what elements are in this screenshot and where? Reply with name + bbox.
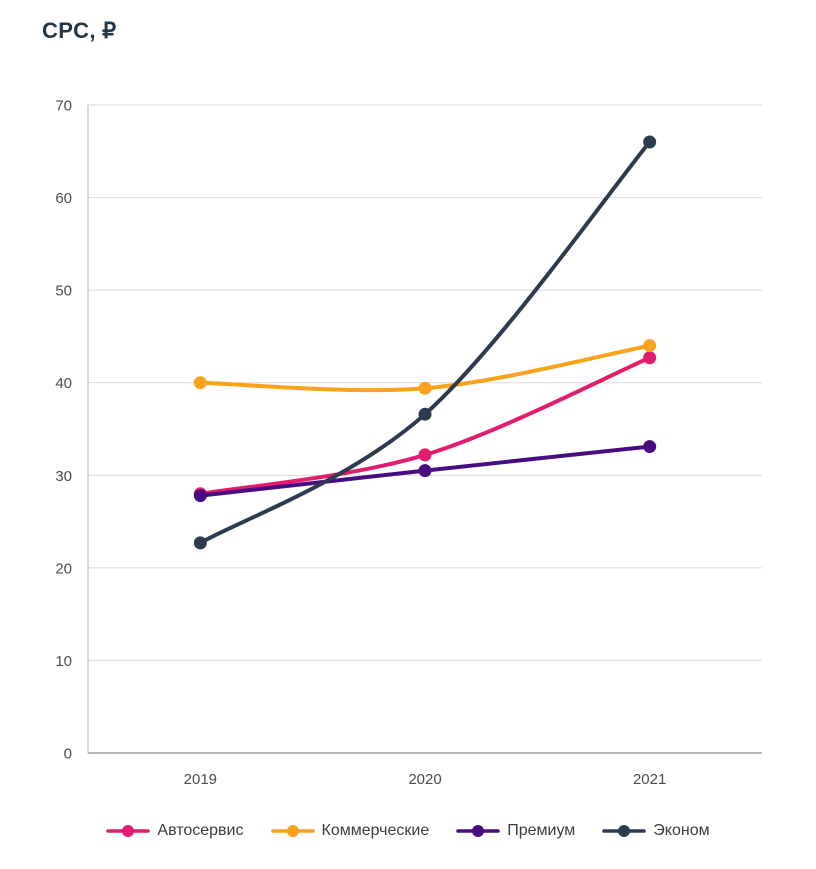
legend-label: Премиум: [507, 822, 576, 839]
legend-item-Коммерческие: Коммерческие: [270, 822, 430, 840]
data-point-Эконом: [643, 135, 657, 149]
x-tick-label: 2020: [408, 771, 441, 788]
y-tick-label: 30: [55, 468, 72, 485]
data-point-Премиум: [418, 464, 432, 478]
data-point-Эконом: [418, 407, 432, 421]
legend-marker-icon: [602, 825, 647, 837]
legend-label: Эконом: [653, 822, 710, 839]
y-tick-label: 0: [64, 746, 72, 763]
legend-item-Автосервис: Автосервис: [106, 822, 244, 840]
data-point-Коммерческие: [643, 339, 657, 353]
legend-marker-icon: [456, 825, 501, 837]
legend-item-Эконом: Эконом: [602, 822, 710, 840]
chart-title: CPC, ₽: [42, 18, 117, 43]
data-point-Автосервис: [643, 351, 657, 365]
legend-label: Автосервис: [157, 822, 244, 839]
y-tick-label: 20: [55, 560, 72, 577]
data-point-Коммерческие: [193, 376, 207, 390]
line-chart: 0 10 20 30 40 50 60 70 2019 2020 2021: [55, 98, 762, 788]
legend-marker-icon: [106, 825, 151, 837]
y-tick-label: 60: [55, 190, 72, 207]
y-tick-label: 70: [55, 98, 72, 115]
y-tick-label: 40: [55, 375, 72, 392]
data-point-Премиум: [643, 440, 657, 454]
legend-label: Коммерческие: [321, 822, 430, 839]
data-point-Автосервис: [418, 448, 432, 462]
legend-item-Премиум: Премиум: [456, 822, 575, 840]
data-point-Коммерческие: [418, 381, 432, 395]
data-point-Премиум: [193, 489, 207, 503]
y-tick-label: 50: [55, 283, 72, 300]
x-tick-label: 2019: [184, 771, 217, 788]
x-tick-label: 2021: [633, 771, 666, 788]
legend-marker-icon: [270, 825, 315, 837]
y-tick-label: 10: [55, 653, 72, 670]
data-point-Эконом: [193, 536, 207, 550]
legend: Автосервис Коммерческие Премиум Эконом: [0, 822, 816, 840]
